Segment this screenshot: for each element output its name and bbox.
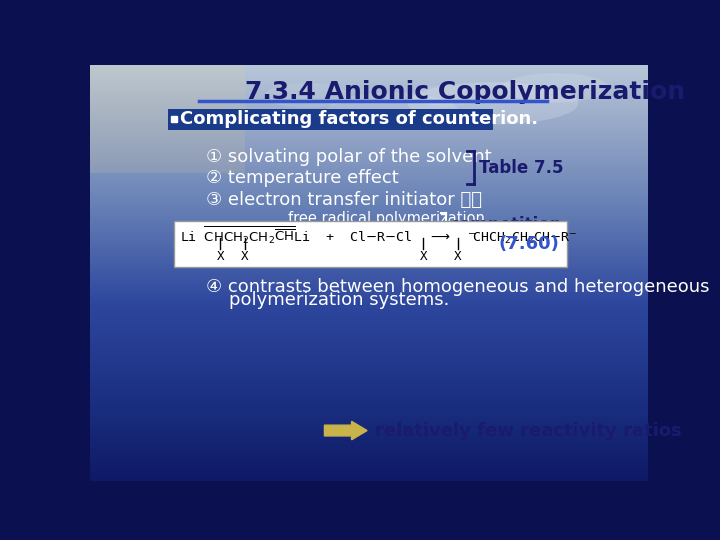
Text: free radical polymerization: free radical polymerization [287,211,485,226]
Ellipse shape [412,85,482,106]
FancyBboxPatch shape [90,65,245,173]
Text: X: X [217,250,224,263]
Text: ③ electron transfer initiator 사용: ③ electron transfer initiator 사용 [206,191,482,210]
Text: (7.60): (7.60) [499,235,559,253]
FancyArrow shape [325,421,367,440]
Text: Li $\overline{\rm CHCH_2CH_2\overline{CH}}$Li  +  Cl$-$R$-$Cl  $\longrightarrow$: Li $\overline{\rm CHCH_2CH_2\overline{CH… [180,224,577,246]
Text: 7.3.4 Anionic Copolymerization: 7.3.4 Anionic Copolymerization [245,80,685,104]
Text: ④ contrasts between homogeneous and heterogeneous: ④ contrasts between homogeneous and hete… [206,278,710,295]
Text: X: X [454,250,462,263]
Text: relatively few reactivity ratios: relatively few reactivity ratios [375,422,681,440]
Text: ② temperature effect: ② temperature effect [206,169,399,187]
Text: polymerization systems.: polymerization systems. [206,291,449,309]
FancyBboxPatch shape [174,221,567,267]
Text: Complicating factors of counterion.: Complicating factors of counterion. [180,111,538,129]
FancyBboxPatch shape [168,109,493,130]
Text: X: X [420,250,427,263]
Ellipse shape [408,82,578,125]
Text: competition: competition [449,216,562,234]
Text: X: X [241,250,248,263]
Text: Anionic polymerization: Anionic polymerization [287,224,455,239]
Ellipse shape [500,73,609,103]
Text: Table 7.5: Table 7.5 [479,159,564,177]
Ellipse shape [326,92,458,130]
Text: ① solvating polar of the solvent: ① solvating polar of the solvent [206,148,492,166]
Ellipse shape [264,83,350,108]
